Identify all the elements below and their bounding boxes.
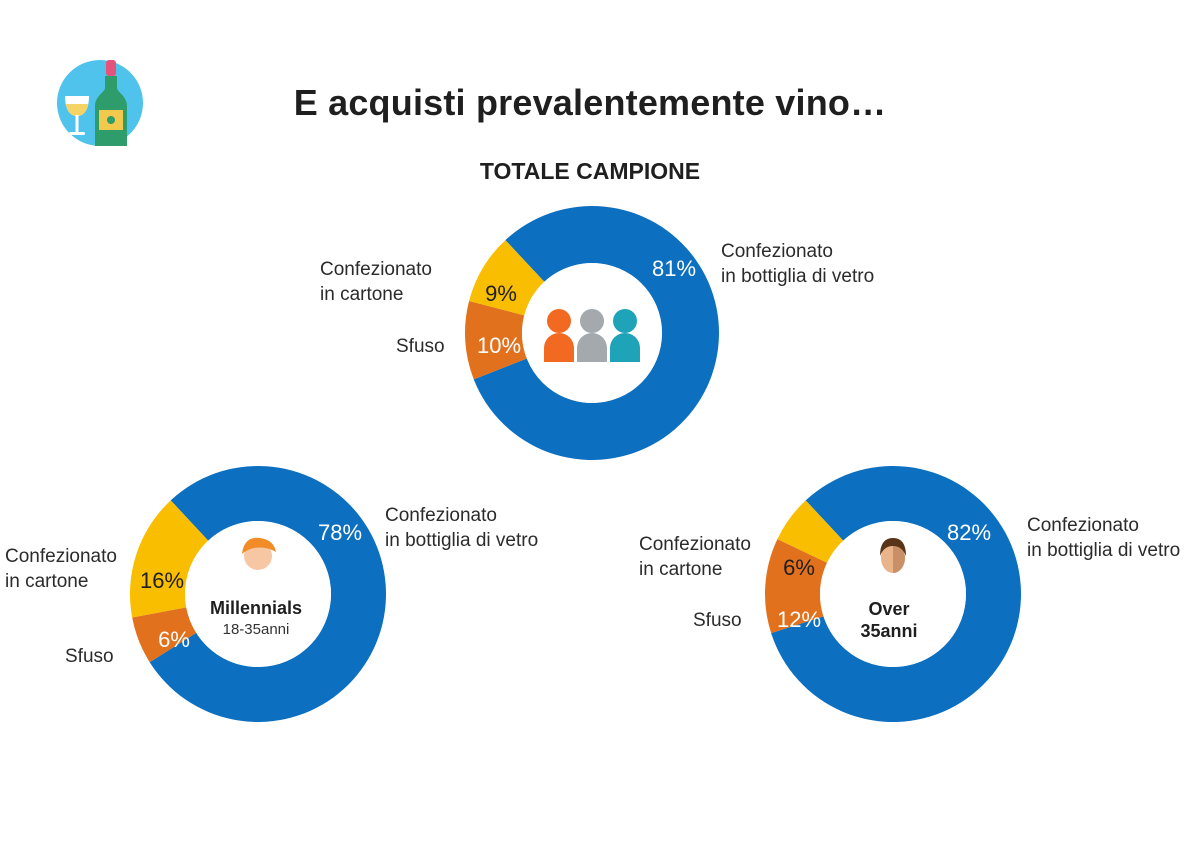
label-line: Sfuso bbox=[693, 610, 742, 631]
label-line: in cartone bbox=[320, 284, 404, 305]
value-vetro-over35: 82% bbox=[946, 520, 992, 545]
slice-sfuso-millennials bbox=[132, 607, 197, 663]
label-vetro-over35: Confezionato in bottiglia di vetro bbox=[1027, 513, 1180, 563]
label-cartone-millennials: Confezionato in cartone bbox=[5, 544, 117, 594]
label-line: in bottiglia di vetro bbox=[1027, 540, 1181, 561]
slice-sfuso-totale bbox=[464, 300, 527, 380]
chart-title-totale: TOTALE CAMPIONE bbox=[479, 158, 701, 184]
label-line: in cartone bbox=[5, 571, 89, 592]
label-sfuso-millennials: Sfuso bbox=[65, 644, 114, 669]
value-cartone-over35: 6% bbox=[783, 555, 815, 580]
label-sfuso-over35: Sfuso bbox=[693, 608, 742, 633]
label-line: in cartone bbox=[639, 559, 723, 580]
slice-vetro-millennials bbox=[149, 466, 386, 723]
label-cartone-totale: Confezionato in cartone bbox=[320, 257, 432, 307]
label-sfuso-totale: Sfuso bbox=[396, 334, 445, 359]
value-sfuso-totale: 10% bbox=[476, 333, 522, 358]
label-cartone-over35: Confezionato in cartone bbox=[639, 532, 751, 582]
center-label-millennials: Millennials bbox=[209, 598, 303, 618]
people-group-icon bbox=[544, 309, 640, 362]
value-vetro-totale: 81% bbox=[651, 256, 697, 281]
slice-vetro-over35 bbox=[771, 465, 1021, 722]
wine-bottle-and-glass-icon bbox=[57, 60, 143, 146]
value-cartone-totale: 9% bbox=[485, 281, 517, 306]
slice-cartone-over35 bbox=[777, 500, 844, 563]
center-label-over35: Over 35anni bbox=[860, 599, 918, 641]
label-line: Confezionato bbox=[639, 534, 751, 555]
adult-person-icon bbox=[880, 538, 906, 573]
young-person-icon bbox=[242, 537, 276, 570]
label-line: in bottiglia di vetro bbox=[721, 266, 875, 287]
value-vetro-millennials: 78% bbox=[317, 520, 363, 545]
donut-hole-millennials bbox=[185, 521, 331, 667]
label-line: Sfuso bbox=[65, 646, 114, 667]
label-line: Confezionato bbox=[320, 259, 432, 280]
label-line: Confezionato bbox=[385, 505, 497, 526]
slice-cartone-totale bbox=[469, 240, 545, 316]
label-vetro-millennials: Confezionato in bottiglia di vetro bbox=[385, 503, 538, 553]
label-line: Sfuso bbox=[396, 336, 445, 357]
label-line: Confezionato bbox=[1027, 515, 1139, 536]
center-sublabel-millennials: 18-35anni bbox=[222, 621, 290, 638]
slice-vetro-totale bbox=[473, 205, 719, 460]
label-vetro-totale: Confezionato in bottiglia di vetro bbox=[721, 239, 874, 289]
label-line: in bottiglia di vetro bbox=[385, 530, 539, 551]
value-sfuso-millennials: 6% bbox=[158, 627, 190, 652]
label-line: Confezionato bbox=[721, 241, 833, 262]
value-sfuso-over35: 12% bbox=[776, 607, 822, 632]
slice-cartone-millennials bbox=[130, 500, 209, 618]
slice-sfuso-over35 bbox=[765, 539, 828, 634]
page-title: E acquisti prevalentemente vino… bbox=[293, 82, 887, 123]
donut-hole-over35 bbox=[820, 521, 966, 667]
value-cartone-millennials: 16% bbox=[139, 568, 185, 593]
label-line: Confezionato bbox=[5, 546, 117, 567]
